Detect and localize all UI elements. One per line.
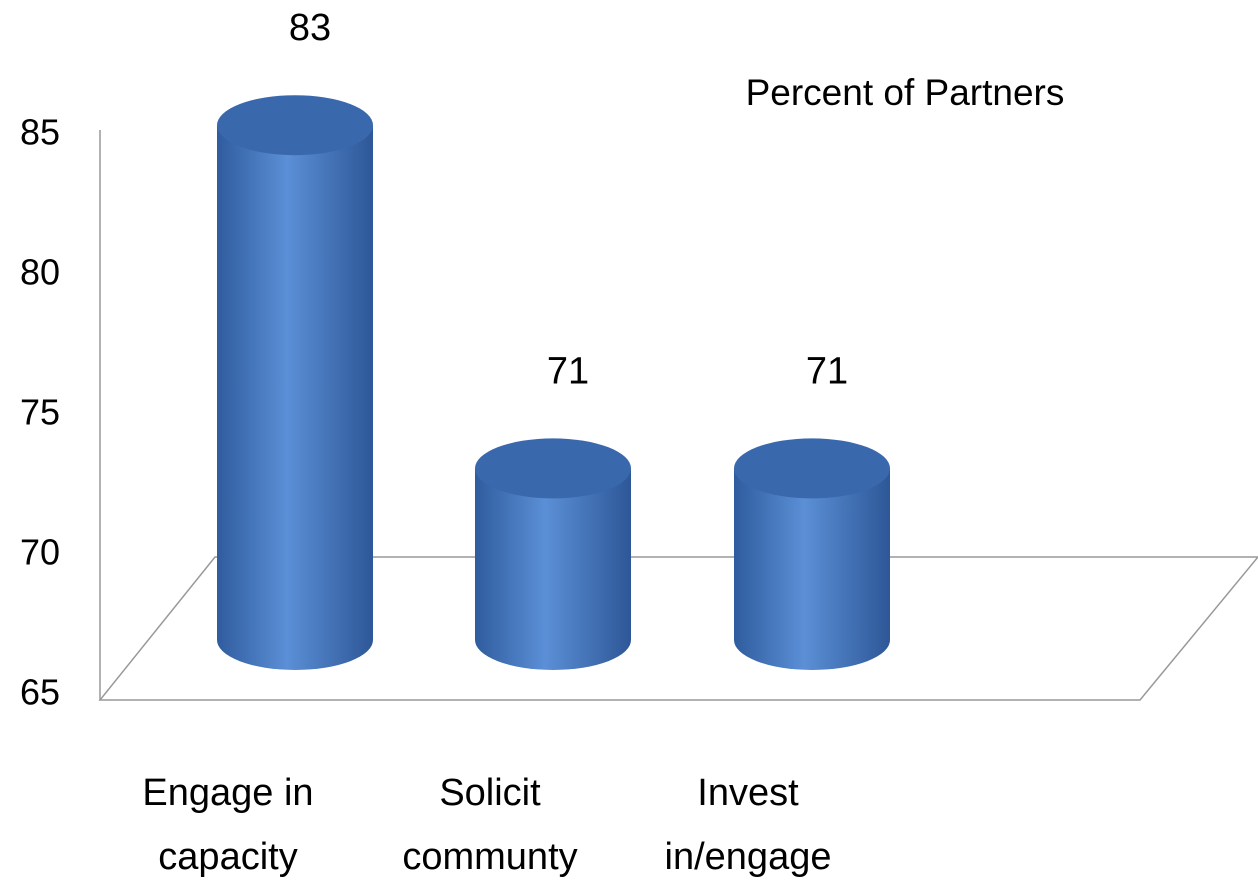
y-tick-label: 85 bbox=[20, 112, 60, 153]
data-label: 83 bbox=[289, 7, 331, 49]
data-label: 71 bbox=[806, 350, 848, 392]
chart-frame bbox=[98, 130, 1258, 701]
bar bbox=[217, 125, 373, 670]
bar bbox=[475, 468, 631, 670]
y-tick-label: 75 bbox=[20, 392, 60, 433]
y-tick-label: 65 bbox=[20, 672, 60, 713]
bar-top bbox=[217, 95, 373, 156]
x-tick-label: Invest in/engage bbox=[665, 772, 832, 878]
y-tick-label: 70 bbox=[20, 532, 60, 573]
data-label: 71 bbox=[547, 350, 589, 392]
y-tick-label: 80 bbox=[20, 252, 60, 293]
bar-top bbox=[734, 438, 890, 499]
floor bbox=[98, 556, 1258, 701]
x-tick-label: Solicit communty bbox=[402, 772, 577, 878]
bar-top bbox=[475, 438, 631, 499]
bar bbox=[734, 468, 890, 670]
x-tick-label: Engage in capacity bbox=[142, 772, 313, 878]
chart-title: Percent of Partners bbox=[746, 72, 1065, 113]
